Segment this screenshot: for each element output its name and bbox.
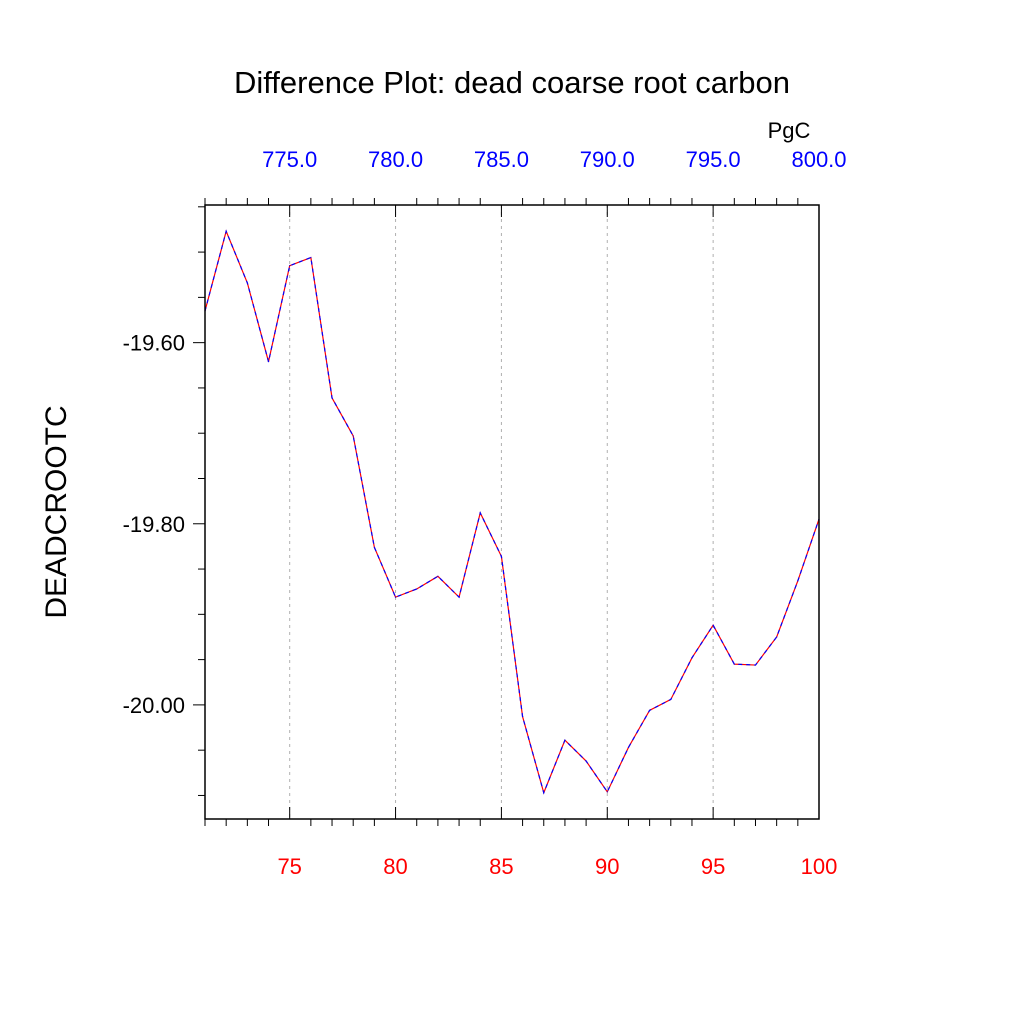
plot-frame <box>204 204 820 820</box>
data-point <box>225 230 227 232</box>
units-label: PgC <box>768 118 811 143</box>
data-point <box>331 397 333 399</box>
data-point <box>649 709 651 711</box>
tick-labels-layer: 75 80 85 90 95 100 775.0 780.0 785.0 790.0 795.0 80… <box>123 147 847 879</box>
y-tick-label: -19.60 <box>123 331 185 356</box>
series-layer <box>204 229 820 795</box>
data-point <box>373 546 375 548</box>
data-point <box>564 739 566 741</box>
data-point <box>797 580 799 582</box>
data-point <box>691 657 693 659</box>
grid-layer <box>289 205 714 819</box>
x-tick-label: 75 <box>277 854 301 879</box>
data-point <box>352 435 354 437</box>
top-axis-tick-label: 775.0 <box>262 147 317 172</box>
data-point <box>733 663 735 665</box>
data-point <box>712 624 714 626</box>
data-point <box>437 575 439 577</box>
data-point <box>754 664 757 666</box>
data-point <box>289 265 291 267</box>
top-axis-tick-label: 785.0 <box>474 147 529 172</box>
data-point <box>627 746 630 749</box>
data-point <box>246 282 248 284</box>
data-point <box>500 555 503 557</box>
data-point <box>458 596 460 598</box>
y-axis-label: DEADCROOTC <box>40 405 73 618</box>
data-point <box>479 512 481 514</box>
data-point <box>267 361 270 363</box>
data-point <box>521 716 524 718</box>
series-line-blue <box>204 229 820 795</box>
y-tick-label: -20.00 <box>123 693 185 718</box>
data-point <box>585 760 587 762</box>
series-line-red <box>204 229 820 795</box>
data-point <box>310 256 312 259</box>
minor-ticks-layer <box>193 198 820 826</box>
x-tick-label: 90 <box>595 854 619 879</box>
data-point <box>776 636 778 638</box>
chart-title: Difference Plot: dead coarse root carbon <box>234 65 790 100</box>
x-tick-label: 80 <box>383 854 407 879</box>
top-axis-tick-label: 780.0 <box>368 147 423 172</box>
data-point <box>394 596 397 598</box>
data-point <box>543 792 545 794</box>
x-tick-label: 95 <box>701 854 725 879</box>
data-point <box>416 588 418 590</box>
top-axis-tick-label: 795.0 <box>686 147 741 172</box>
data-point <box>670 698 672 701</box>
x-tick-label: 85 <box>489 854 513 879</box>
top-axis-tick-label: 800.0 <box>791 147 846 172</box>
y-tick-label: -19.80 <box>123 512 185 537</box>
x-tick-label: 100 <box>801 854 838 879</box>
data-point <box>606 791 608 793</box>
top-axis-tick-label: 790.0 <box>580 147 635 172</box>
